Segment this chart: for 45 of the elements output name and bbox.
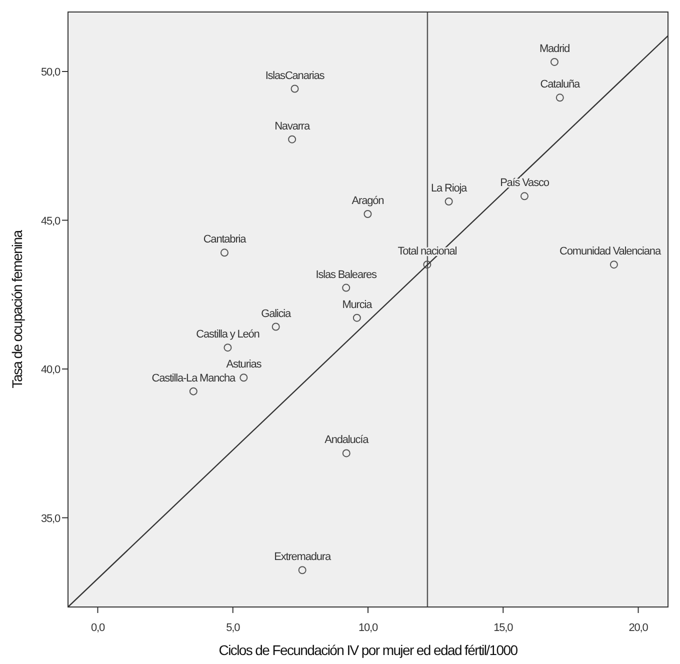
point [550, 58, 558, 66]
point [610, 260, 618, 269]
point [423, 260, 432, 269]
annotation: La Rioja [431, 182, 468, 195]
point [189, 387, 198, 396]
y-tick-label: 45,0 [40, 215, 60, 228]
point [342, 449, 350, 458]
x-axis-title: Ciclos de Fecundación IV por mujer ed edad fértil/1000 [218, 642, 518, 658]
point [290, 84, 299, 93]
point [352, 314, 361, 322]
point [520, 192, 528, 200]
point [224, 344, 232, 352]
y-tick-label: 40,0 [40, 364, 60, 376]
annotation: IslasCanarias [265, 70, 326, 82]
point [444, 198, 453, 206]
y-tick-label: 35,0 [40, 512, 60, 525]
annotation: Cataluña [540, 78, 581, 91]
x-tick-label: 5,0 [226, 622, 240, 634]
x-tick-label: 0,0 [90, 622, 105, 634]
annotation: Cantabria [203, 234, 248, 246]
point [220, 248, 228, 257]
point [288, 135, 296, 144]
y-tick-label: 50,0 [40, 66, 60, 78]
y-axis-title: Tasa de ocupación femenina [9, 230, 25, 388]
point [272, 322, 280, 331]
point [364, 210, 372, 218]
annotation: Navarra [274, 120, 311, 132]
x-tick-label: 15,0 [494, 622, 514, 634]
annotation: Extremadura [274, 551, 332, 564]
annotation: Islas Baleares [316, 268, 378, 281]
annotation: Asturias [226, 358, 262, 371]
annotation: Aragón [352, 195, 384, 208]
annotation: Comunidad Valenciana [560, 246, 662, 258]
annotation: Castilla y León [196, 328, 260, 341]
point [556, 94, 564, 102]
point [298, 566, 306, 574]
point [342, 284, 350, 292]
annotation: Andalucía [324, 434, 370, 446]
x-tick-label: 20,0 [628, 622, 648, 634]
x-tick-label: 10,0 [358, 622, 378, 634]
point [240, 374, 248, 382]
annotation: Galicia [261, 308, 292, 320]
annotation: Murcia [342, 298, 374, 311]
annotation: Castilla-La Mancha [152, 372, 237, 384]
annotation: Madrid [539, 42, 570, 55]
